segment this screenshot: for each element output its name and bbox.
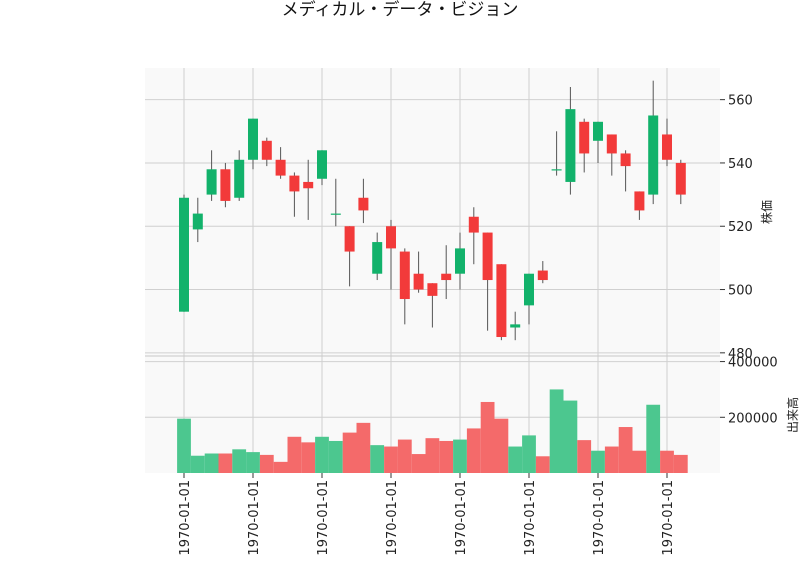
price-tick-label: 480: [728, 347, 753, 362]
candle-body: [261, 140, 272, 160]
price-axis: 480 500 520 540 560: [720, 94, 753, 362]
volume-bar: [273, 461, 288, 473]
candle-body: [537, 270, 548, 281]
volume-bar: [466, 428, 481, 473]
volume-bar: [522, 435, 536, 473]
candle-body: [179, 197, 189, 312]
volume-bar: [632, 450, 647, 473]
x-tick-label: 1970-01-01: [454, 480, 469, 556]
volume-bar: [604, 446, 619, 473]
volume-bar: [259, 454, 274, 473]
candle-body: [675, 162, 686, 195]
volume-bar: [660, 450, 674, 473]
candle-body: [455, 248, 465, 274]
candle-body: [372, 242, 383, 274]
candle-body: [317, 150, 327, 179]
volume-bar: [246, 452, 260, 473]
candle-body: [358, 197, 369, 211]
volume-bar: [411, 454, 426, 473]
candle-body: [427, 283, 438, 296]
candle-body: [551, 169, 562, 171]
candle-body: [648, 115, 659, 195]
candle-body: [524, 273, 534, 306]
candle-body: [192, 213, 203, 230]
volume-bar: [204, 453, 219, 473]
volume-bar: [190, 455, 205, 473]
volume-bar: [535, 456, 550, 473]
volume-bar: [287, 436, 302, 473]
candles: [179, 80, 686, 341]
x-tick-label: 1970-01-01: [178, 480, 193, 556]
candle-body: [565, 109, 576, 182]
x-tick-label: 1970-01-01: [316, 480, 331, 556]
volume-bar: [508, 446, 523, 473]
candle-body: [510, 324, 521, 328]
volume-bar: [315, 436, 329, 473]
volume-axis: 200000 400000: [720, 356, 778, 426]
candle-body: [662, 134, 672, 160]
candle-body: [344, 226, 355, 252]
volume-bar: [577, 440, 592, 473]
chart-title: メディカル・データ・ビジョン: [282, 0, 519, 20]
volume-bar: [494, 418, 509, 473]
volume-bar: [591, 450, 605, 473]
x-tick-label: 1970-01-01: [592, 480, 607, 556]
candle-body: [634, 191, 645, 211]
volume-bar: [618, 427, 633, 473]
candle-body: [275, 159, 286, 176]
candle-body: [413, 273, 424, 290]
candle-body: [248, 118, 258, 160]
candle-body: [606, 134, 617, 154]
price-tick-label: 500: [728, 284, 753, 299]
candle-body: [620, 153, 631, 167]
volume-bar: [397, 439, 412, 473]
x-tick-label: 1970-01-01: [661, 480, 676, 556]
volume-bar: [453, 439, 467, 473]
candle-body: [386, 226, 396, 249]
volume-bar: [328, 440, 343, 473]
volume-bar: [370, 445, 385, 473]
volume-bar: [425, 438, 440, 473]
candle-body: [234, 159, 245, 198]
candle-body: [579, 121, 590, 154]
volume-axis-label: 出来高: [785, 397, 800, 433]
volume-bar: [480, 401, 495, 473]
candle-body: [593, 121, 603, 141]
candle-body: [220, 169, 231, 201]
candle-body: [496, 264, 507, 338]
volume-tick-label: 400000: [728, 356, 778, 371]
price-tick-label: 540: [728, 157, 753, 172]
volume-bar: [342, 432, 357, 473]
volume-bar: [218, 453, 233, 473]
volume-bar: [563, 400, 578, 473]
volume-bar: [232, 449, 247, 473]
price-axis-label: 株価: [759, 200, 774, 224]
volume-bar: [356, 422, 371, 473]
candle-body: [482, 232, 493, 281]
x-tick-label: 1970-01-01: [385, 480, 400, 556]
candle-body: [289, 175, 300, 192]
candle-body: [303, 181, 314, 189]
volume-bar: [177, 418, 191, 473]
x-tick-label: 1970-01-01: [523, 480, 538, 556]
volume-bar: [384, 446, 398, 473]
candle-body: [399, 251, 410, 300]
candle-body: [468, 216, 479, 233]
volume-tick-label: 200000: [728, 411, 778, 426]
candle-body: [441, 273, 452, 281]
volume-bar: [673, 454, 688, 473]
volume-bar: [301, 442, 316, 473]
candle-body: [330, 213, 341, 215]
x-tick-label: 1970-01-01: [247, 480, 262, 556]
price-tick-label: 520: [728, 220, 753, 235]
price-tick-label: 560: [728, 94, 753, 109]
volume-bar: [646, 404, 661, 473]
volume-bar: [549, 389, 564, 473]
volume-bar: [439, 440, 454, 473]
volume-bars: [177, 389, 688, 473]
candle-body: [206, 169, 217, 195]
x-axis: 1970-01-01 1970-01-01 1970-01-01 1970-01-01…: [178, 473, 676, 556]
